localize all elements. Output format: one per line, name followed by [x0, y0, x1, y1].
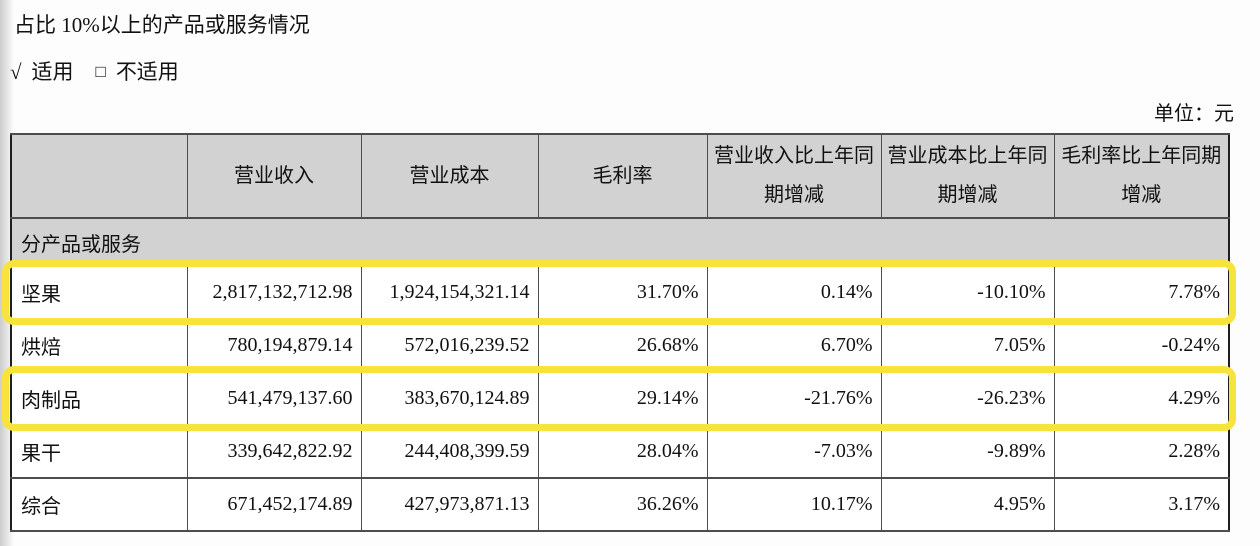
- row-label-cell: 坚果: [10, 265, 188, 320]
- value-cell: 36.26%: [537, 477, 708, 532]
- table-row: 肉制品 541,479,137.60 383,670,124.89 29.14% -21…: [10, 371, 1230, 426]
- header-row: 营业收入 营业成本 毛利率 营业收入比上年同期增减 营业成本比上年同期增减 毛利…: [10, 133, 1230, 219]
- col-header-margin: 毛利率: [537, 133, 708, 219]
- col-header-revenue: 营业收入: [186, 133, 362, 219]
- value-cell: -9.89%: [880, 424, 1055, 479]
- applicable-label: 适用: [31, 60, 74, 84]
- section-row: 分产品或服务: [10, 217, 1230, 267]
- applicable-selector: √ 适用 □ 不适用: [0, 39, 1260, 86]
- value-cell: 383,670,124.89: [360, 371, 539, 426]
- col-header-rowlabel: [10, 133, 188, 219]
- value-cell: 2,817,132,712.98: [186, 265, 362, 320]
- value-cell: 10.17%: [706, 477, 882, 532]
- value-cell: 3.17%: [1053, 477, 1230, 532]
- value-cell: 541,479,137.60: [186, 371, 362, 426]
- value-cell: -26.23%: [880, 371, 1055, 426]
- value-cell: 2.28%: [1053, 424, 1230, 479]
- value-cell: 1,924,154,321.14: [360, 265, 539, 320]
- value-cell: 7.78%: [1053, 265, 1230, 320]
- table-row: 果干 339,642,822.92 244,408,399.59 28.04% -7.0…: [10, 424, 1230, 479]
- value-cell: 7.05%: [880, 318, 1055, 373]
- value-cell: -10.10%: [880, 265, 1055, 320]
- value-cell: 780,194,879.14: [186, 318, 362, 373]
- section-label: 分产品或服务: [10, 217, 1230, 267]
- checkbox-icon: □: [95, 62, 106, 81]
- row-label-cell: 肉制品: [10, 371, 188, 426]
- value-cell: 29.14%: [537, 371, 708, 426]
- col-header-revenue-yoy: 营业收入比上年同期增减: [706, 133, 882, 219]
- value-cell: 244,408,399.59: [360, 424, 539, 479]
- table-container: 营业收入 营业成本 毛利率 营业收入比上年同期增减 营业成本比上年同期增减 毛利…: [2, 133, 1236, 532]
- value-cell: 4.29%: [1053, 371, 1230, 426]
- table-row: 综合 671,452,174.89 427,973,871.13 36.26% 10.1…: [10, 477, 1230, 532]
- value-cell: 339,642,822.92: [186, 424, 362, 479]
- check-mark-icon: √: [10, 60, 22, 84]
- col-header-cost: 营业成本: [360, 133, 539, 219]
- value-cell: 671,452,174.89: [186, 477, 362, 532]
- table-row: 烘焙 780,194,879.14 572,016,239.52 26.68% 6.70…: [10, 318, 1230, 373]
- table-row: 坚果 2,817,132,712.98 1,924,154,321.14 31.70%…: [10, 265, 1230, 320]
- row-label-cell: 综合: [10, 477, 188, 532]
- value-cell: 26.68%: [537, 318, 708, 373]
- value-cell: 6.70%: [706, 318, 882, 373]
- value-cell: 427,973,871.13: [360, 477, 539, 532]
- value-cell: -7.03%: [706, 424, 882, 479]
- products-services-table: 营业收入 营业成本 毛利率 营业收入比上年同期增减 营业成本比上年同期增减 毛利…: [10, 133, 1230, 532]
- value-cell: 0.14%: [706, 265, 882, 320]
- value-cell: -0.24%: [1053, 318, 1230, 373]
- col-header-margin-yoy: 毛利率比上年同期增减: [1053, 133, 1230, 219]
- page-title: 占比 10%以上的产品或服务情况: [14, 13, 310, 37]
- not-applicable-label: 不适用: [115, 60, 179, 84]
- col-header-cost-yoy: 营业成本比上年同期增减: [880, 133, 1055, 219]
- value-cell: 4.95%: [880, 477, 1055, 532]
- value-cell: 28.04%: [537, 424, 708, 479]
- value-cell: -21.76%: [706, 371, 882, 426]
- row-label-cell: 烘焙: [10, 318, 188, 373]
- table-body: 分产品或服务 坚果 2,817,132,712.98 1,924,154,321.1…: [10, 217, 1230, 532]
- value-cell: 31.70%: [537, 265, 708, 320]
- row-label-cell: 果干: [10, 424, 188, 479]
- unit-label: 单位：元: [1154, 103, 1234, 125]
- value-cell: 572,016,239.52: [360, 318, 539, 373]
